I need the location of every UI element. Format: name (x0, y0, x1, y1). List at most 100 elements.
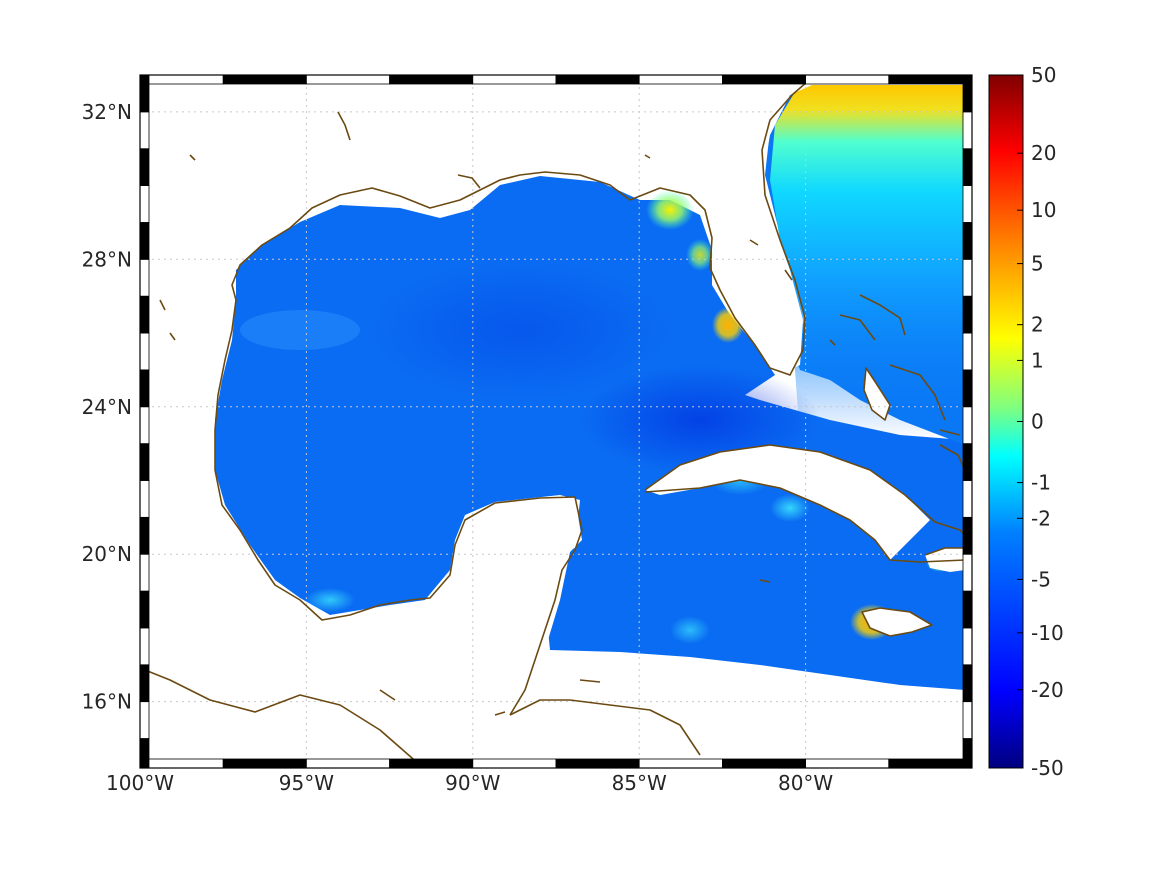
frame-bottom-seg-7 (722, 758, 807, 769)
colorbar-tick-label-4: 2 (1031, 313, 1044, 337)
hispaniola-land (925, 548, 965, 572)
frame-top-seg-6 (638, 74, 723, 85)
frame-right-seg-4 (962, 590, 973, 629)
frame-left-seg-6 (139, 516, 150, 555)
lat-tick-label-2: 24°N (82, 395, 132, 419)
frame-left-seg-3 (139, 627, 150, 666)
bahamas-coastline (839, 294, 961, 436)
frame-left-seg-0 (139, 738, 150, 769)
honduras-coastline (509, 699, 701, 756)
frame-right-seg-14 (962, 222, 973, 260)
light-patch-caribbean (670, 616, 710, 644)
frame-left-seg-9 (139, 406, 150, 445)
latitude-labels: 16°N 20°N 24°N 28°N 32°N (82, 100, 132, 714)
frame-right-seg-3 (962, 627, 973, 666)
frame-border (139, 74, 973, 769)
frame-right-seg-13 (962, 258, 973, 297)
lon-tick-label-4: 80°W (778, 771, 833, 795)
frame-bottom-seg-6 (638, 758, 723, 769)
frame-right-seg-18 (962, 74, 973, 113)
frame-top-seg-2 (305, 74, 390, 85)
frame-bottom-seg-8 (805, 758, 890, 769)
frame-bottom-seg-0 (139, 758, 224, 769)
central-america-coastline (140, 667, 421, 766)
frame-top-seg-1 (222, 74, 307, 85)
colorbar-tick-label-0: 50 (1031, 63, 1056, 87)
colorbar-tick-label-10: -10 (1031, 621, 1064, 645)
frame-top-seg-8 (805, 74, 890, 85)
frame-left-seg-13 (139, 258, 150, 297)
colorbar-tick-label-7: -1 (1031, 471, 1051, 495)
lon-tick-label-1: 95°W (279, 771, 334, 795)
frame-right-seg-7 (962, 480, 973, 518)
light-patch-west (240, 310, 360, 350)
frame-right-seg-11 (962, 332, 973, 371)
coastlines (140, 75, 966, 766)
lat-tick-label-3: 28°N (82, 247, 132, 271)
colorbar-tick-label-8: -2 (1031, 506, 1051, 530)
colorbar-tick-label-5: 1 (1031, 348, 1044, 372)
colorbar-tick-label-12: -50 (1031, 756, 1064, 780)
frame-right-seg-8 (962, 443, 973, 481)
warm-patch-tampa (686, 239, 714, 271)
lon-tick-label-2: 90°W (445, 771, 500, 795)
frame-left-seg-11 (139, 332, 150, 371)
frame-top-seg-5 (555, 74, 640, 85)
frame-top-seg-4 (472, 74, 557, 85)
frame-bottom-seg-4 (472, 758, 557, 769)
colorbar-tick-label-2: 10 (1031, 198, 1056, 222)
frame-right-seg-0 (962, 738, 973, 769)
colorbar-tick-label-9: -5 (1031, 567, 1051, 591)
frame-bottom-seg-9 (888, 758, 973, 769)
lon-tick-label-0: 100°W (106, 771, 174, 795)
frame-right-seg-5 (962, 553, 973, 592)
lat-tick-label-1: 20°N (82, 542, 132, 566)
frame-bottom-seg-5 (555, 758, 640, 769)
colorbar-tick-label-3: 5 (1031, 252, 1044, 276)
frame-top-seg-9 (888, 74, 973, 85)
yucatan-land (430, 497, 582, 700)
frame-top-seg-0 (139, 74, 224, 85)
frame-left-seg-18 (139, 74, 150, 113)
lon-tick-label-3: 85°W (612, 771, 667, 795)
frame-right-seg-9 (962, 406, 973, 445)
frame-top-seg-7 (722, 74, 807, 85)
cuba-coastline (644, 444, 966, 563)
gulf-coastline (231, 75, 816, 376)
frame-right-seg-10 (962, 369, 973, 408)
frame-left-seg-10 (139, 369, 150, 408)
frame-left-seg-7 (139, 480, 150, 518)
warm-patch-apalachee (646, 190, 694, 230)
map-frame (139, 74, 973, 769)
frame-bottom-seg-1 (222, 758, 307, 769)
cuba-land (645, 445, 930, 560)
frame-right-seg-6 (962, 516, 973, 555)
dark-core-2 (370, 260, 670, 400)
colorbar-tick-label-11: -20 (1031, 678, 1064, 702)
frame-right-seg-17 (962, 111, 973, 150)
frame-right-seg-12 (962, 295, 973, 334)
lat-tick-label-4: 32°N (82, 100, 132, 124)
andros-land (864, 368, 890, 420)
frame-left-seg-14 (139, 222, 150, 260)
florida-land (650, 85, 812, 375)
frame-left-seg-17 (139, 111, 150, 150)
grid-lines (140, 75, 972, 768)
frame-left-seg-5 (139, 553, 150, 592)
ocean-field (215, 85, 965, 700)
longitude-labels: 100°W 95°W 90°W 85°W 80°W (106, 771, 833, 795)
atlantic-warm-band (770, 85, 965, 440)
light-patch-cayman (770, 494, 810, 522)
light-patch-sw (305, 588, 355, 612)
frame-top-seg-3 (389, 74, 474, 85)
frame-left-seg-4 (139, 590, 150, 629)
islands-coastline (159, 111, 836, 716)
jamaica-coastline (861, 607, 933, 637)
frame-bottom-seg-2 (305, 758, 390, 769)
lat-tick-label-0: 16°N (82, 690, 132, 714)
frame-right-seg-16 (962, 148, 973, 186)
frame-right-seg-2 (962, 664, 973, 703)
